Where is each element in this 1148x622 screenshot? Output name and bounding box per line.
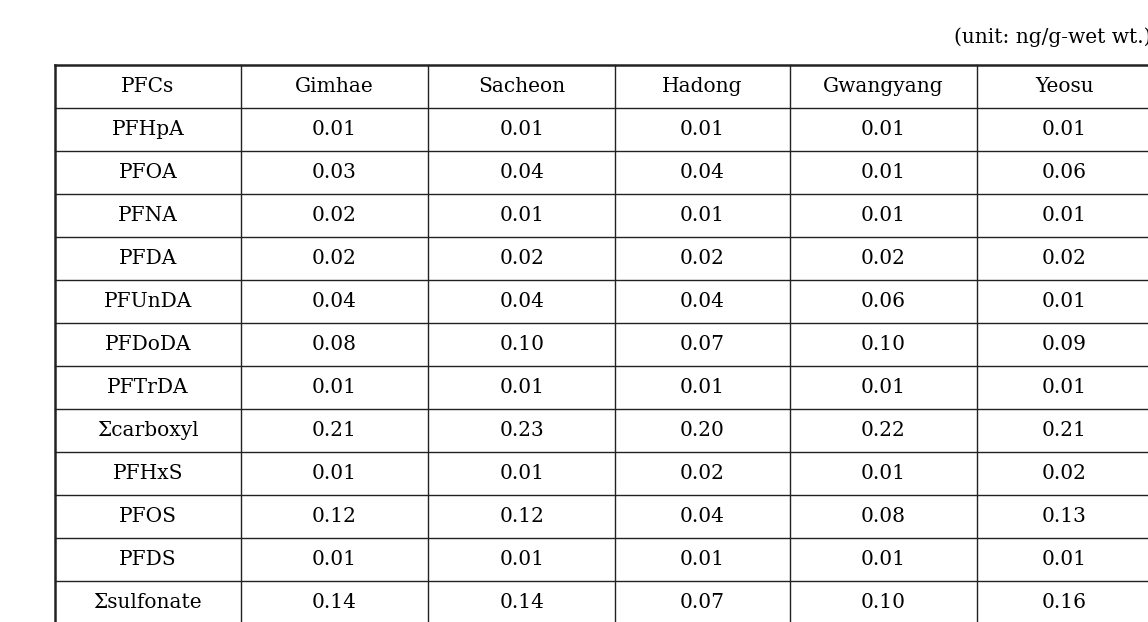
Text: 0.01: 0.01: [861, 378, 906, 397]
Text: 0.01: 0.01: [312, 464, 357, 483]
Text: 0.22: 0.22: [861, 421, 906, 440]
Text: 0.04: 0.04: [680, 292, 724, 311]
Text: 0.09: 0.09: [1041, 335, 1087, 354]
Text: PFHxS: PFHxS: [113, 464, 184, 483]
Text: Yeosu: Yeosu: [1034, 77, 1093, 96]
Text: 0.06: 0.06: [861, 292, 906, 311]
Text: 0.10: 0.10: [861, 593, 906, 612]
Text: 0.20: 0.20: [680, 421, 724, 440]
Text: 0.01: 0.01: [680, 206, 726, 225]
Text: PFOS: PFOS: [119, 507, 177, 526]
Text: 0.01: 0.01: [312, 378, 357, 397]
Text: 0.07: 0.07: [680, 593, 726, 612]
Text: 0.01: 0.01: [1041, 120, 1087, 139]
Text: 0.01: 0.01: [499, 550, 544, 569]
Text: PFTrDA: PFTrDA: [107, 378, 188, 397]
Text: 0.16: 0.16: [1041, 593, 1087, 612]
Text: 0.01: 0.01: [861, 550, 906, 569]
Text: 0.08: 0.08: [312, 335, 357, 354]
Text: 0.01: 0.01: [861, 206, 906, 225]
Text: 0.02: 0.02: [312, 249, 357, 268]
Text: Hadong: Hadong: [662, 77, 743, 96]
Text: 0.04: 0.04: [312, 292, 357, 311]
Text: PFUnDA: PFUnDA: [103, 292, 192, 311]
Text: 0.14: 0.14: [312, 593, 357, 612]
Text: 0.01: 0.01: [1041, 292, 1087, 311]
Text: PFDA: PFDA: [118, 249, 177, 268]
Text: 0.02: 0.02: [861, 249, 906, 268]
Text: 0.01: 0.01: [499, 206, 544, 225]
Text: 0.08: 0.08: [861, 507, 906, 526]
Text: 0.07: 0.07: [680, 335, 726, 354]
Text: PFOA: PFOA: [118, 163, 177, 182]
Text: 0.01: 0.01: [680, 378, 726, 397]
Text: 0.01: 0.01: [312, 120, 357, 139]
Text: 0.02: 0.02: [1041, 464, 1086, 483]
Text: (unit: ng/g-wet wt.): (unit: ng/g-wet wt.): [954, 27, 1148, 47]
Text: 0.10: 0.10: [499, 335, 544, 354]
Text: 0.01: 0.01: [680, 550, 726, 569]
Text: 0.01: 0.01: [1041, 550, 1087, 569]
Text: Σsulfonate: Σsulfonate: [94, 593, 202, 612]
Text: PFNA: PFNA: [118, 206, 178, 225]
Text: 0.21: 0.21: [312, 421, 357, 440]
Text: 0.06: 0.06: [1041, 163, 1087, 182]
Text: 0.01: 0.01: [1041, 206, 1087, 225]
Text: 0.04: 0.04: [499, 163, 544, 182]
Text: 0.14: 0.14: [499, 593, 544, 612]
Text: PFHpA: PFHpA: [111, 120, 185, 139]
Text: 0.01: 0.01: [312, 550, 357, 569]
Text: 0.03: 0.03: [312, 163, 357, 182]
Text: 0.01: 0.01: [861, 464, 906, 483]
Text: PFDS: PFDS: [119, 550, 177, 569]
Text: 0.01: 0.01: [1041, 378, 1087, 397]
Text: Gimhae: Gimhae: [295, 77, 374, 96]
Text: 0.01: 0.01: [861, 163, 906, 182]
Text: 0.04: 0.04: [499, 292, 544, 311]
Text: 0.01: 0.01: [499, 378, 544, 397]
Text: 0.23: 0.23: [499, 421, 544, 440]
Text: Sacheon: Sacheon: [478, 77, 565, 96]
Text: Gwangyang: Gwangyang: [823, 77, 944, 96]
Text: 0.04: 0.04: [680, 163, 724, 182]
Text: 0.10: 0.10: [861, 335, 906, 354]
Text: 0.12: 0.12: [312, 507, 357, 526]
Text: Σcarboxyl: Σcarboxyl: [98, 421, 199, 440]
Text: 0.02: 0.02: [680, 464, 724, 483]
Text: 0.12: 0.12: [499, 507, 544, 526]
Text: 0.01: 0.01: [861, 120, 906, 139]
Text: 0.02: 0.02: [312, 206, 357, 225]
Text: 0.01: 0.01: [680, 120, 726, 139]
Text: 0.13: 0.13: [1041, 507, 1086, 526]
Text: 0.02: 0.02: [499, 249, 544, 268]
Text: 0.21: 0.21: [1041, 421, 1086, 440]
Text: PFCs: PFCs: [122, 77, 174, 96]
Text: 0.01: 0.01: [499, 464, 544, 483]
Text: 0.02: 0.02: [1041, 249, 1086, 268]
Text: 0.01: 0.01: [499, 120, 544, 139]
Text: 0.04: 0.04: [680, 507, 724, 526]
Text: 0.02: 0.02: [680, 249, 724, 268]
Text: PFDoDA: PFDoDA: [104, 335, 192, 354]
